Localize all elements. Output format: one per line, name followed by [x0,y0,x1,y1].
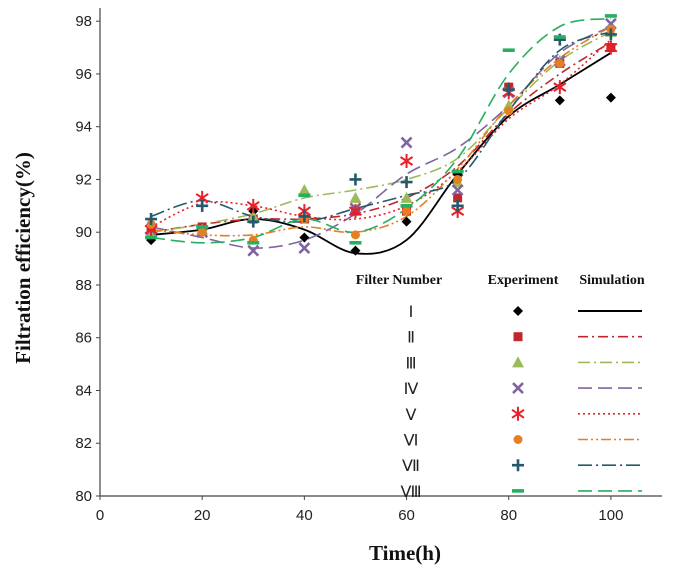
legend-simulation-header: Simulation [579,273,645,288]
x-tick-label: 20 [194,507,211,524]
legend-filter-label: Ⅴ [406,407,417,424]
experiment-point [298,210,311,223]
experiment-point [451,184,464,196]
x-tick-label: 60 [398,507,415,524]
legend-marker [513,332,523,342]
experiment-point [246,198,260,213]
x-tick-label: 40 [296,507,313,524]
legend: Filter Number Experiment Simulation Ⅰ Ⅱ Ⅲ Ⅳ… [356,273,645,501]
experiment-point [504,106,514,116]
experiment-point [402,206,412,216]
y-tick-label: 86 [75,330,92,347]
experiment-point [197,227,207,237]
legend-filter-label: Ⅵ [404,433,419,450]
legend-filter-label: Ⅳ [404,381,419,398]
experiment-point [247,244,260,257]
experiment-point [451,169,464,174]
legend-filter-label: Ⅲ [405,355,416,372]
simulation-curve-1 [151,52,612,255]
experiment-point [553,35,566,39]
y-tick-label: 90 [75,224,92,241]
x-tick-label: 100 [598,507,623,524]
legend-filter-label: Ⅷ [400,484,421,501]
y-tick-label: 94 [75,119,92,136]
axes: 80 82 84 86 88 90 92 94 96 98 0 20 40 60 80 100 [75,8,662,524]
experiment-point [298,242,311,254]
experiment-point [145,235,158,240]
y-tick-label: 84 [75,382,92,399]
experiment-point [605,92,616,103]
simulation-curve-6 [151,25,612,237]
experiment-point [453,193,463,203]
experiment-point [453,174,463,184]
x-tick-label: 80 [500,507,517,524]
experiment-point [400,191,413,203]
experiment-point [350,245,361,256]
legend-experiment-header: Experiment [488,273,559,288]
y-axis-title: Filtration efficiency(%) [11,152,35,364]
experiment-point [299,232,310,243]
y-tick-label: 96 [75,66,92,83]
experiment-point [502,48,515,53]
experiment-point [298,193,311,198]
legend-marker [513,435,523,444]
experiment-point [247,215,260,228]
experiment-point [399,153,414,168]
experiment-point [247,240,260,245]
experiment-point [604,14,617,18]
simulation-curve-5 [150,39,612,228]
experiment-point [350,230,360,240]
x-axis-title: Time(h) [369,541,441,565]
y-tick-label: 98 [75,13,92,30]
experiment-point [400,136,413,149]
experiment-point [451,199,464,212]
legend-filter-label: Ⅶ [402,458,420,475]
experiment-point [400,176,413,189]
legend-marker [512,382,524,395]
experiment-point [604,40,618,55]
legend-rows: Ⅰ Ⅱ Ⅲ Ⅳ Ⅴ Ⅵ Ⅶ Ⅷ [400,304,642,501]
experiment-point [349,173,362,186]
simulation-curve-7 [150,30,612,223]
legend-marker [513,306,523,316]
x-tick-label: 0 [96,507,104,524]
experiment-point [349,191,362,203]
experiment-markers [144,14,618,257]
simulation-curve-3 [150,31,612,233]
simulation-curve-4 [150,25,612,249]
experiment-point [502,83,515,96]
legend-marker [512,489,524,493]
legend-marker [512,459,524,472]
experiment-point [298,184,311,196]
legend-marker [512,356,524,368]
simulation-curve-2 [150,41,612,233]
y-tick-label: 88 [75,277,92,294]
experiment-point [348,204,363,219]
experiment-point [349,240,362,245]
legend-marker [511,406,525,421]
legend-title: Filter Number [356,273,442,288]
experiment-point [401,216,412,227]
experiment-point [604,28,617,41]
y-tick-label: 82 [75,435,92,452]
simulation-curve-8 [151,17,612,244]
legend-filter-label: Ⅱ [407,330,415,347]
simulation-curves [150,17,612,255]
experiment-point [554,95,565,106]
legend-filter-label: Ⅰ [409,304,414,321]
experiment-point [145,213,158,226]
experiment-point [553,80,567,95]
experiment-point [196,199,209,212]
experiment-point [400,204,413,208]
y-tick-label: 92 [75,171,92,188]
experiment-point [555,58,565,68]
y-tick-label: 80 [75,488,92,505]
experiment-point [196,225,209,229]
